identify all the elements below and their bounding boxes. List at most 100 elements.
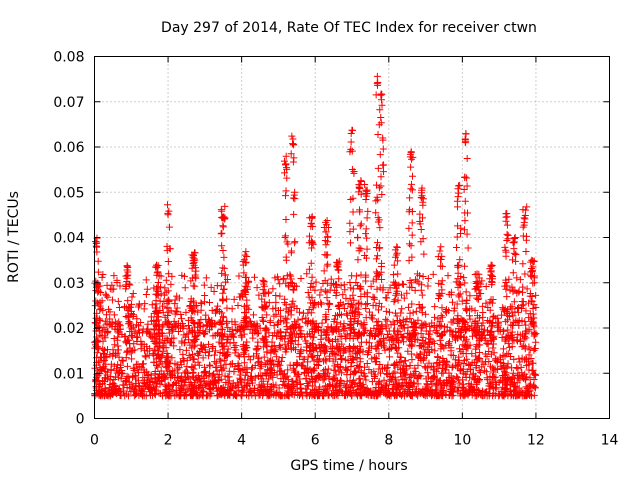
data-point — [476, 348, 484, 356]
data-point — [199, 323, 207, 331]
data-point — [372, 197, 380, 205]
data-point — [499, 305, 507, 313]
data-point — [136, 363, 144, 371]
data-point — [329, 392, 337, 399]
data-point — [206, 348, 214, 356]
data-point — [473, 282, 481, 290]
data-point — [339, 323, 347, 331]
data-point — [463, 343, 471, 351]
data-point — [493, 357, 501, 365]
data-point — [472, 372, 480, 380]
data-point — [187, 295, 195, 303]
data-point — [374, 131, 382, 139]
data-point — [307, 259, 315, 267]
data-point — [263, 311, 271, 319]
data-point — [371, 358, 379, 366]
data-point — [251, 362, 259, 370]
data-point — [526, 310, 534, 318]
data-point — [244, 323, 252, 331]
data-point — [115, 304, 123, 312]
data-point — [126, 319, 134, 327]
data-point — [187, 277, 195, 285]
data-point — [219, 247, 227, 255]
data-point — [432, 328, 440, 336]
data-point — [400, 294, 408, 302]
data-point — [367, 369, 375, 377]
data-point — [132, 391, 140, 399]
data-point — [475, 294, 483, 302]
data-point — [235, 272, 243, 280]
data-point — [405, 383, 413, 391]
data-point — [456, 379, 464, 387]
data-point — [161, 284, 169, 292]
data-point — [197, 306, 205, 314]
data-point — [376, 369, 384, 377]
data-point — [456, 290, 464, 298]
data-point — [129, 372, 137, 380]
data-point — [290, 191, 298, 199]
data-point — [418, 192, 426, 200]
data-point — [405, 374, 413, 382]
data-point — [378, 101, 386, 109]
data-point — [240, 330, 248, 338]
data-point — [199, 354, 207, 362]
data-point — [502, 364, 510, 372]
data-point — [342, 356, 350, 364]
data-point — [508, 343, 516, 351]
data-point — [170, 380, 178, 388]
data-point — [337, 369, 345, 377]
data-point — [188, 264, 196, 272]
data-point — [232, 346, 240, 354]
data-point — [373, 193, 381, 201]
data-point — [122, 282, 130, 290]
data-point — [509, 256, 517, 264]
data-point — [309, 366, 317, 374]
data-point — [492, 378, 500, 386]
data-point — [380, 376, 388, 384]
data-point — [463, 306, 471, 314]
data-point — [304, 353, 312, 361]
data-point — [347, 130, 355, 138]
data-point — [522, 307, 530, 315]
data-point — [482, 368, 490, 376]
data-point — [392, 251, 400, 259]
data-point — [418, 214, 426, 222]
data-point — [487, 380, 495, 388]
data-point — [406, 362, 414, 370]
data-point — [323, 262, 331, 270]
data-point — [522, 206, 530, 214]
data-point — [337, 387, 345, 395]
data-point — [161, 381, 169, 389]
data-point — [164, 257, 172, 265]
data-point — [157, 390, 165, 398]
data-point — [397, 369, 405, 377]
data-point — [503, 293, 511, 301]
data-point — [237, 392, 245, 400]
data-point — [483, 374, 491, 382]
data-point — [356, 222, 364, 230]
data-point — [221, 202, 229, 210]
data-point — [503, 230, 511, 238]
data-point — [422, 310, 430, 318]
data-point — [389, 271, 397, 279]
data-point — [287, 275, 295, 283]
data-point — [453, 197, 461, 205]
data-point — [115, 353, 123, 361]
data-point — [375, 271, 383, 279]
data-point — [429, 270, 437, 278]
data-point — [350, 367, 358, 375]
data-point — [332, 280, 340, 288]
data-point — [128, 325, 136, 333]
data-point — [392, 376, 400, 384]
data-point — [365, 308, 373, 316]
data-point — [469, 327, 477, 335]
data-point — [405, 224, 413, 232]
data-point — [216, 317, 224, 325]
data-point — [110, 362, 118, 370]
data-point — [223, 304, 231, 312]
data-point — [101, 332, 109, 340]
data-point — [363, 300, 371, 308]
data-point — [224, 324, 232, 332]
data-point — [476, 355, 484, 363]
data-point — [380, 388, 388, 396]
